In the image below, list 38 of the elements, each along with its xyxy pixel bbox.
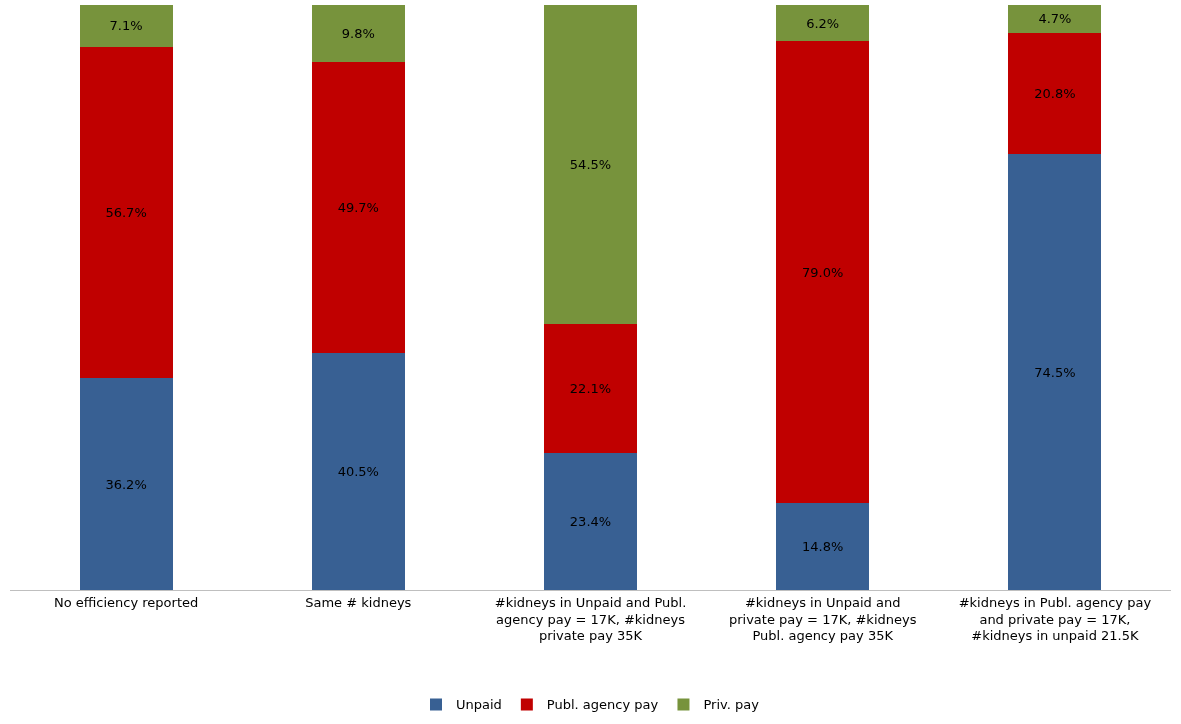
bar — [1008, 32, 1102, 155]
x-tick-label: #kidneys in Unpaid and Publ. agency pay = 17K, #kidneys private pay 35K — [494, 594, 687, 644]
data-label: 74.5% — [1034, 364, 1076, 380]
legend-label: Unpaid — [456, 697, 502, 713]
data-label: 79.0% — [802, 264, 844, 280]
data-label: 4.7% — [1038, 11, 1072, 27]
bar — [79, 5, 173, 47]
bar — [776, 503, 870, 590]
data-label: 56.7% — [105, 204, 147, 220]
bar — [776, 5, 870, 42]
data-label: 14.8% — [802, 539, 844, 555]
x-tick-label: No efficiency reported — [53, 594, 199, 610]
bar — [79, 46, 173, 379]
x-tick-label: Same # kidneys — [305, 594, 412, 610]
bar — [544, 323, 637, 454]
legend-label: Publ. agency pay — [546, 697, 659, 713]
data-label: 23.4% — [569, 514, 612, 530]
bar — [1008, 154, 1102, 590]
data-label: 36.2% — [105, 476, 147, 492]
bar — [776, 41, 870, 504]
data-label: 6.2% — [806, 15, 840, 31]
data-label: 9.8% — [341, 26, 375, 42]
bar — [1008, 5, 1102, 33]
bar — [79, 378, 173, 590]
bar — [311, 353, 405, 590]
bar — [311, 62, 405, 354]
data-label: 22.1% — [569, 380, 612, 396]
data-label: 49.7% — [337, 200, 379, 216]
data-label: 20.8% — [1034, 85, 1076, 101]
bar — [544, 453, 637, 590]
x-tick-label: #kidneys in Publ. agency pay and private pay = 17K, #kidneys in unpaid 21.5K — [958, 594, 1152, 644]
x-tick-label: #kidneys in Unpaid and private pay = 17K, #kidneys Publ. agency pay 35K — [728, 594, 917, 644]
bar — [544, 5, 637, 324]
data-label: 7.1% — [109, 18, 143, 34]
legend-label: Priv. pay — [703, 697, 760, 713]
bar — [311, 5, 405, 63]
data-label: 54.5% — [569, 156, 612, 172]
data-label: 40.5% — [337, 464, 379, 480]
